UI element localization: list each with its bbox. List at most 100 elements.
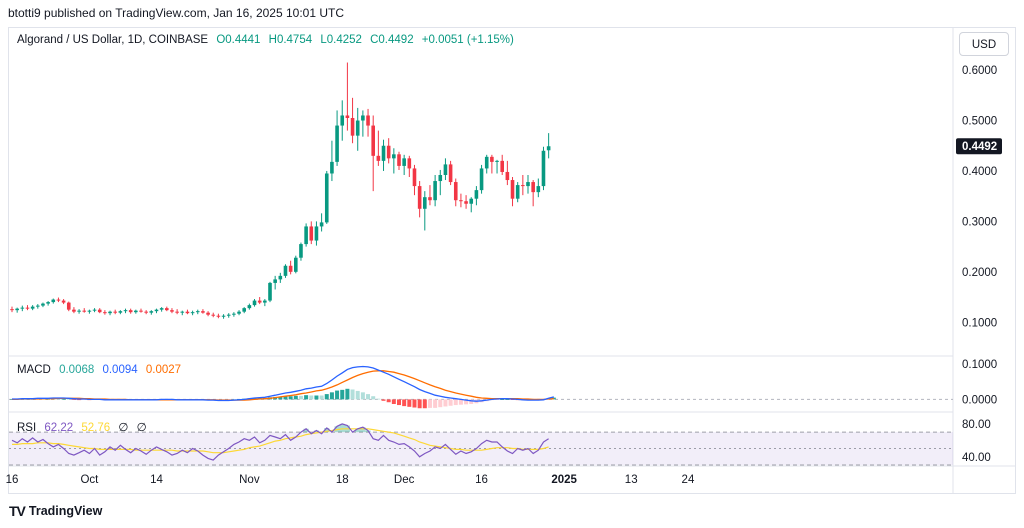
high-value: H0.4754 — [268, 34, 313, 46]
candle-body — [371, 125, 375, 156]
candle-body — [350, 118, 355, 136]
time-tick-label: 16 — [475, 474, 488, 486]
currency-button[interactable]: USD — [959, 32, 1009, 56]
candle-body — [185, 311, 190, 314]
macd-histogram-bar — [298, 395, 303, 400]
time-tick-label: 16 — [6, 474, 19, 486]
rsi-empty-1: ∅ — [118, 422, 129, 434]
open-value: O0.4441 — [216, 34, 261, 46]
candle-body — [242, 308, 246, 312]
candle-body — [438, 174, 443, 182]
rsi-ma-value: 52.76 — [81, 422, 111, 434]
candle-body — [154, 309, 159, 312]
price-legend: Algorand / US Dollar, 1D, COINBASE O0.44… — [17, 34, 519, 46]
candle-body — [72, 309, 76, 312]
macd-histogram-bar — [391, 399, 396, 404]
candle-body — [221, 315, 226, 317]
macd-label[interactable]: MACD — [17, 364, 51, 376]
rsi-tick-label: 80.00 — [962, 419, 991, 431]
candle-body — [51, 299, 56, 303]
candle-body — [531, 182, 535, 193]
macd-histogram-bar — [505, 399, 510, 400]
candle-body — [77, 310, 81, 312]
candle-body — [294, 257, 298, 272]
candle-body — [500, 160, 504, 172]
macd-histogram-bar — [314, 395, 319, 400]
candle-body — [443, 164, 448, 175]
macd-histogram-bar — [422, 399, 427, 409]
macd-histogram-bar — [453, 399, 458, 406]
macd-histogram-bar — [61, 399, 66, 400]
macd-histogram-bar — [433, 399, 438, 408]
macd-tick-label: 0.0000 — [962, 394, 997, 406]
price-tick-label: 0.6000 — [962, 65, 997, 77]
candle-body — [118, 311, 123, 313]
macd-tick-label: 0.1000 — [962, 359, 997, 371]
candle-body — [165, 308, 169, 311]
candle-body — [30, 306, 35, 309]
macd-histogram-bar — [283, 396, 288, 400]
candle-body — [526, 182, 530, 187]
candle-body — [257, 300, 262, 303]
macd-histogram-bar — [381, 399, 386, 401]
candle-body — [515, 185, 520, 199]
candle-body — [273, 279, 277, 283]
macd-histogram-value: 0.0068 — [59, 364, 95, 376]
candle-body — [247, 305, 252, 309]
macd-histogram-bar — [510, 399, 515, 400]
macd-histogram-bar — [309, 395, 314, 400]
rsi-value: 62.22 — [44, 422, 74, 434]
candle-body — [521, 185, 525, 187]
price-tick-label: 0.1000 — [962, 317, 997, 329]
candle-body — [36, 305, 40, 307]
footer-brand[interactable]: TV TradingView — [9, 503, 102, 519]
candle-body — [546, 146, 551, 151]
candle-body — [123, 310, 128, 312]
close-value: C0.4492 — [370, 34, 414, 46]
candle-body — [25, 307, 30, 309]
macd-histogram-bar — [329, 392, 334, 400]
macd-histogram-bar — [469, 399, 474, 404]
candle-body — [56, 299, 61, 301]
candle-body — [263, 300, 267, 303]
candle-body — [510, 180, 515, 199]
candle-body — [278, 275, 283, 280]
candle-body — [201, 311, 205, 313]
macd-histogram-bar — [500, 399, 505, 400]
macd-histogram-bar — [458, 399, 463, 405]
candle-body — [10, 309, 14, 311]
macd-histogram-bar — [56, 399, 61, 400]
candle-body — [412, 168, 417, 187]
candle-body — [355, 120, 360, 136]
publish-header: btotti9 published on TradingView.com, Ja… — [8, 6, 344, 20]
candle-body — [92, 309, 97, 311]
candle-body — [345, 115, 350, 118]
candle-body — [128, 310, 133, 313]
candle-body — [268, 282, 272, 301]
tradingview-logo-icon: TV — [9, 503, 26, 519]
price-tick-label: 0.3000 — [962, 216, 997, 228]
candle-body — [97, 309, 102, 313]
footer-brand-label: TradingView — [28, 504, 103, 518]
candle-body — [314, 226, 319, 241]
macd-histogram-bar — [82, 399, 87, 400]
symbol-label[interactable]: Algorand / US Dollar, 1D, COINBASE — [17, 34, 209, 46]
candle-body — [428, 197, 432, 201]
candle-body — [103, 312, 107, 314]
candle-body — [211, 314, 216, 316]
candle-body — [190, 312, 195, 314]
macd-histogram-bar — [371, 396, 376, 400]
candle-body — [381, 145, 386, 161]
last-price-label: 0.4492 — [962, 141, 997, 153]
macd-histogram-bar — [66, 399, 71, 400]
candle-body — [541, 150, 546, 187]
rsi-label[interactable]: RSI — [17, 422, 37, 434]
macd-line-value: 0.0094 — [102, 364, 138, 376]
macd-histogram-bar — [427, 399, 432, 408]
candle-body — [139, 310, 143, 312]
candle-body — [335, 125, 339, 162]
candle-body — [402, 158, 406, 166]
change-value: +0.0051 (+1.15%) — [421, 34, 514, 46]
rsi-ma-line — [12, 428, 549, 454]
